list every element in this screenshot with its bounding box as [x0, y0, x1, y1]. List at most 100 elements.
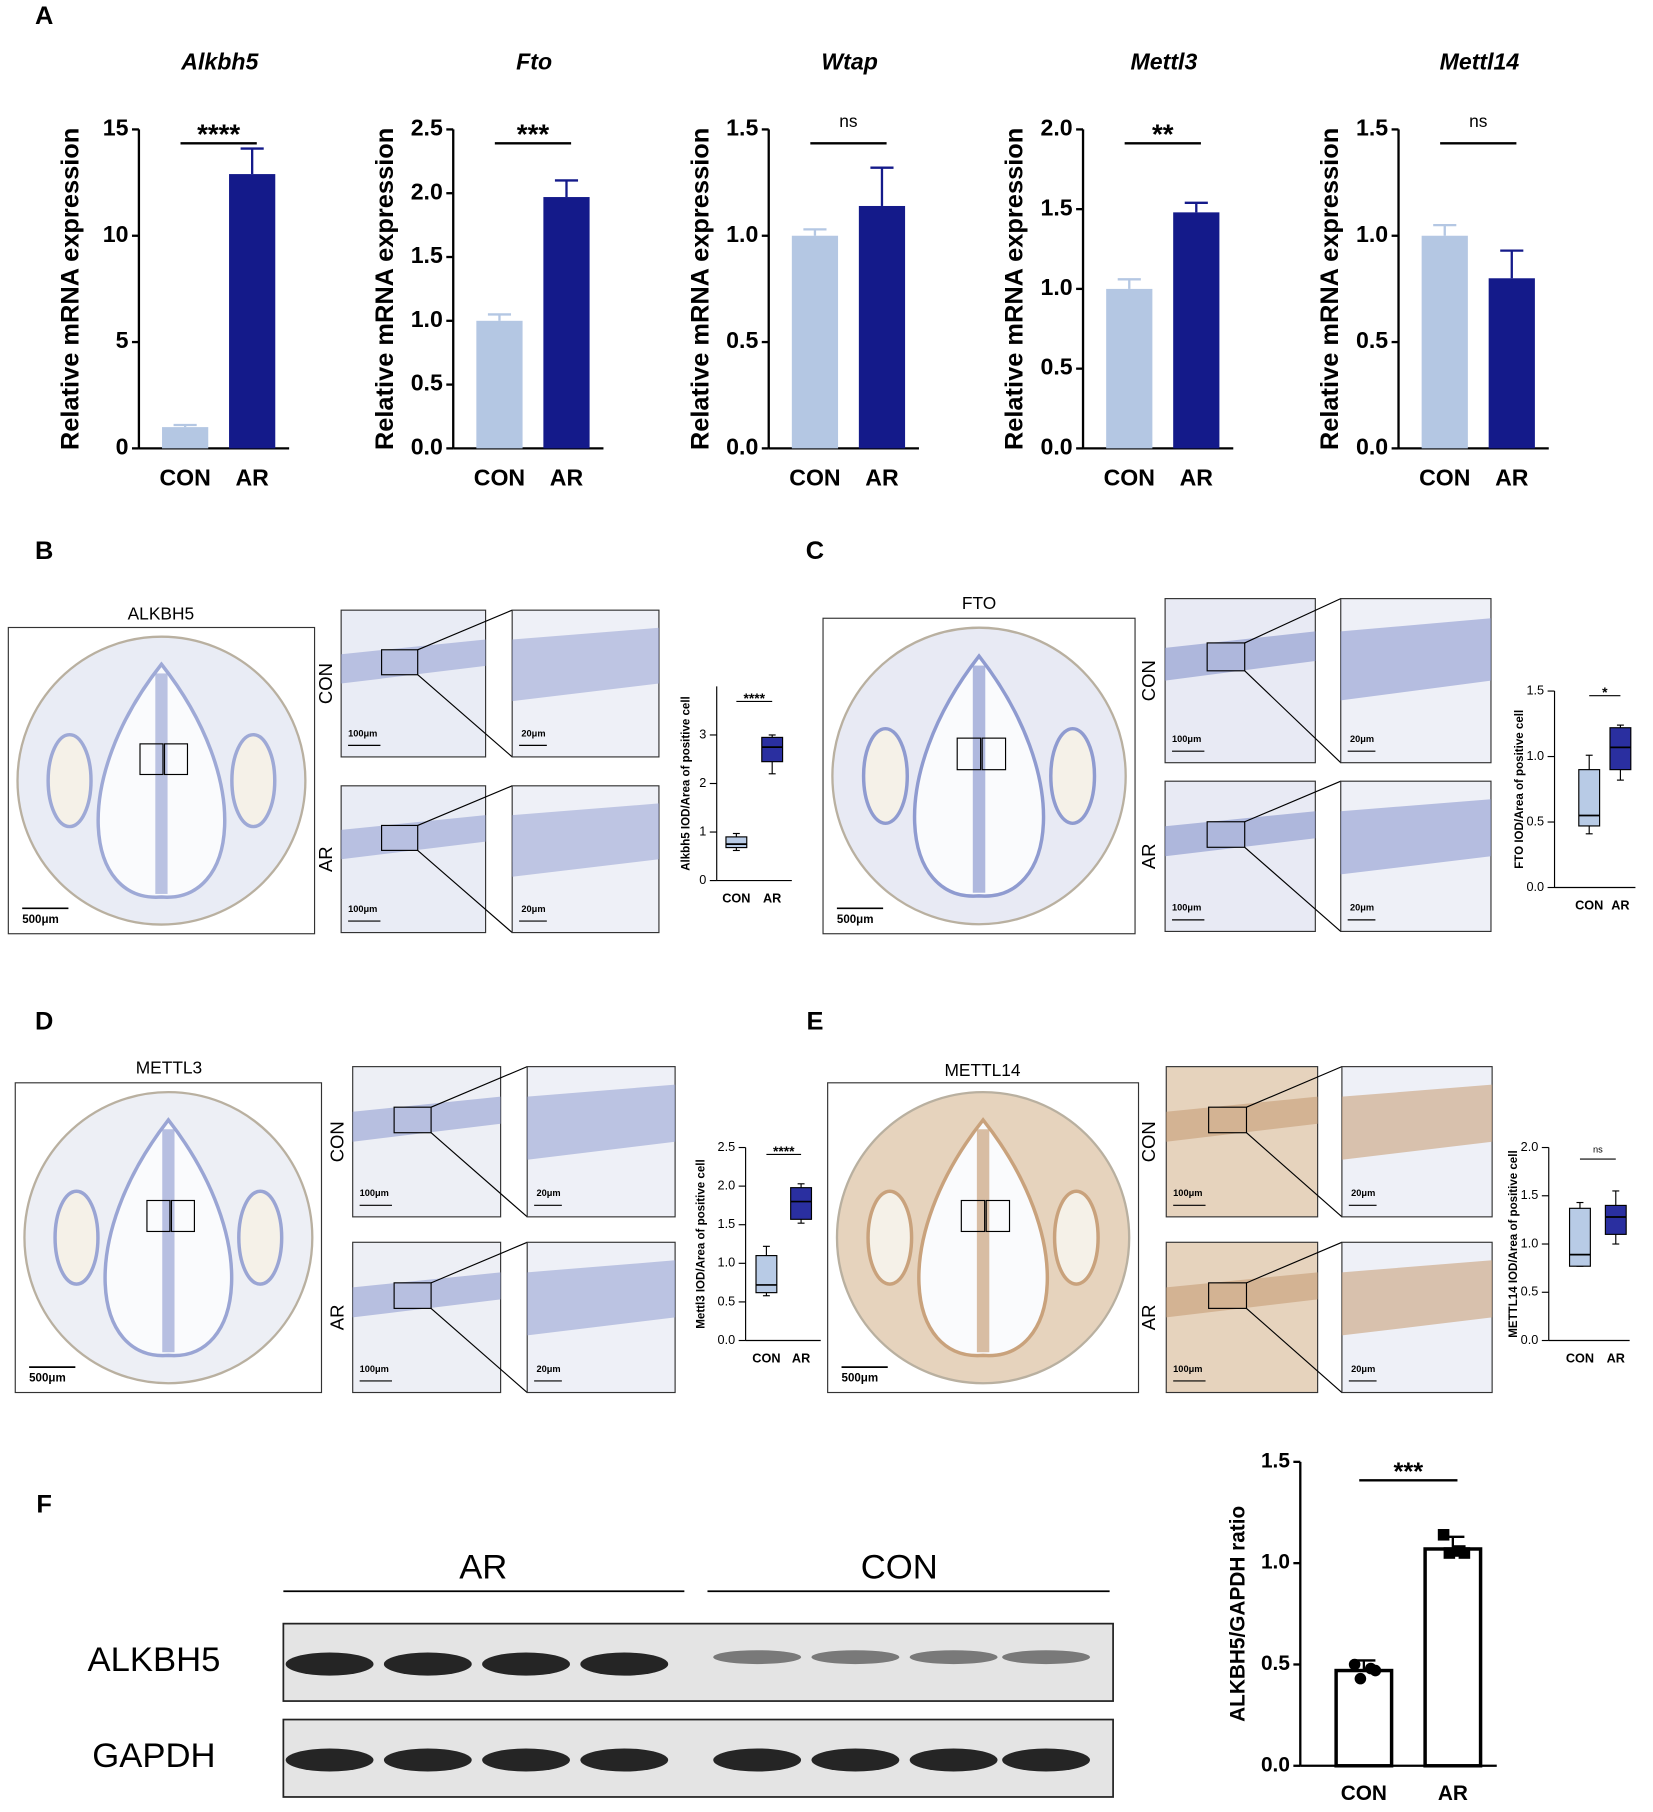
- bar: [1106, 288, 1153, 449]
- panel-label: B: [35, 537, 53, 565]
- y-tick-label: 0.5: [1041, 354, 1073, 380]
- data-point: [1458, 1547, 1471, 1559]
- scale-label: 20μm: [1351, 1188, 1375, 1198]
- data-point: [1348, 1658, 1361, 1671]
- y-tick-label: 0.0: [718, 1332, 736, 1347]
- y-tick-label: 0.5: [718, 1293, 736, 1308]
- blot-band: [1002, 1650, 1090, 1665]
- y-axis-label: Relative mRNA expression: [1316, 128, 1344, 450]
- y-tick-label: 0.0: [1041, 433, 1073, 459]
- y-axis-label: Alkbh5 IOD/Area of positive cell: [681, 696, 693, 871]
- x-tick-label: AR: [235, 465, 269, 491]
- x-tick-label: CON: [752, 1350, 780, 1365]
- blot-band: [482, 1748, 570, 1772]
- bar: [476, 320, 523, 449]
- significance-label: ns: [1469, 111, 1488, 131]
- y-tick-label: 1.0: [1261, 1551, 1290, 1574]
- x-tick-label: AR: [550, 465, 584, 491]
- connector: [417, 849, 513, 934]
- box: [755, 1255, 778, 1294]
- x-tick-label: AR: [865, 465, 899, 491]
- x-tick-label: CON: [722, 890, 750, 905]
- blot-band: [383, 1748, 472, 1772]
- x-tick-label: CON: [1575, 897, 1603, 912]
- y-tick-label: 2.5: [411, 115, 443, 141]
- scale-label: 500μm: [29, 1373, 66, 1385]
- section-frame: [352, 1066, 502, 1218]
- chart-title: Mettl3: [1131, 49, 1198, 75]
- scale-label: 100μm: [360, 1364, 389, 1374]
- septum: [155, 673, 168, 894]
- scale-label: 20μm: [536, 1364, 560, 1374]
- y-tick-label: 0.0: [411, 433, 443, 459]
- epithelium: [1341, 1084, 1493, 1160]
- y-tick-label: 0: [699, 872, 706, 887]
- scale-label: 500μm: [842, 1373, 879, 1385]
- x-tick-label: AR: [1180, 465, 1214, 491]
- connector: [430, 1307, 528, 1393]
- panel-label: D: [35, 1007, 53, 1035]
- significance-label: ****: [197, 119, 240, 150]
- y-tick-label: 5: [116, 327, 129, 353]
- y-tick-label: 0.0: [1261, 1753, 1290, 1776]
- y-tick-label: 1.5: [1041, 194, 1073, 220]
- zoom-box: [1208, 1106, 1248, 1134]
- significance-label: ***: [1394, 1458, 1424, 1486]
- y-axis-label: ALKBH5/GAPDH ratio: [1227, 1506, 1250, 1722]
- epithelium: [1165, 811, 1316, 857]
- bar: [229, 174, 276, 449]
- connector: [1244, 670, 1342, 764]
- significance-label: *: [1602, 684, 1608, 700]
- scale-label: 100μm: [348, 728, 377, 738]
- connector: [1246, 1307, 1343, 1393]
- row-label: CON: [1138, 660, 1159, 701]
- roi-box: [139, 743, 164, 776]
- connector: [417, 609, 513, 651]
- blot-band: [1002, 1748, 1090, 1772]
- x-tick-label: CON: [1566, 1350, 1594, 1365]
- roi-box: [985, 1199, 1011, 1233]
- scale-label: 100μm: [1172, 734, 1201, 744]
- turbinate: [46, 732, 93, 829]
- scale-label: 100μm: [1173, 1364, 1202, 1374]
- section-frame: [1165, 1066, 1319, 1218]
- box: [725, 836, 748, 849]
- connector: [1246, 1066, 1343, 1108]
- blot-row: GAPDH: [92, 1737, 215, 1775]
- connector: [1244, 846, 1342, 932]
- significance-label: ****: [773, 1143, 795, 1159]
- row-label: CON: [315, 663, 336, 704]
- connector: [430, 1066, 528, 1108]
- blot-band: [909, 1650, 998, 1665]
- scale-label: 100μm: [1172, 903, 1201, 913]
- zoom-box: [381, 649, 419, 676]
- blot-band: [580, 1748, 669, 1772]
- y-axis-label: Relative mRNA expression: [1001, 128, 1029, 450]
- y-tick-label: 1: [699, 823, 706, 838]
- zoom-box: [1206, 821, 1246, 848]
- x-tick-label: CON: [789, 465, 840, 491]
- roi-box: [981, 737, 1007, 771]
- epithelium: [1166, 1272, 1318, 1318]
- y-tick-label: 1.5: [1356, 115, 1388, 141]
- scale-label: 20μm: [1351, 1364, 1375, 1374]
- blot-band: [383, 1652, 472, 1676]
- epithelium: [512, 803, 659, 877]
- data-point: [1437, 1529, 1450, 1541]
- significance-label: ns: [839, 111, 858, 131]
- box: [1604, 1204, 1627, 1235]
- box: [1578, 769, 1601, 827]
- blot-band: [811, 1748, 900, 1772]
- connector: [1244, 598, 1341, 644]
- chart-title: Fto: [516, 49, 552, 75]
- section-frame: [340, 609, 487, 758]
- connector: [430, 1132, 528, 1218]
- y-tick-label: 1.5: [1521, 1187, 1539, 1202]
- bar: [1488, 278, 1535, 449]
- roi-box: [956, 737, 982, 771]
- x-tick-label: AR: [763, 890, 781, 905]
- row-label: AR: [315, 846, 336, 872]
- y-tick-label: 0.5: [1261, 1652, 1290, 1675]
- box: [1609, 727, 1632, 771]
